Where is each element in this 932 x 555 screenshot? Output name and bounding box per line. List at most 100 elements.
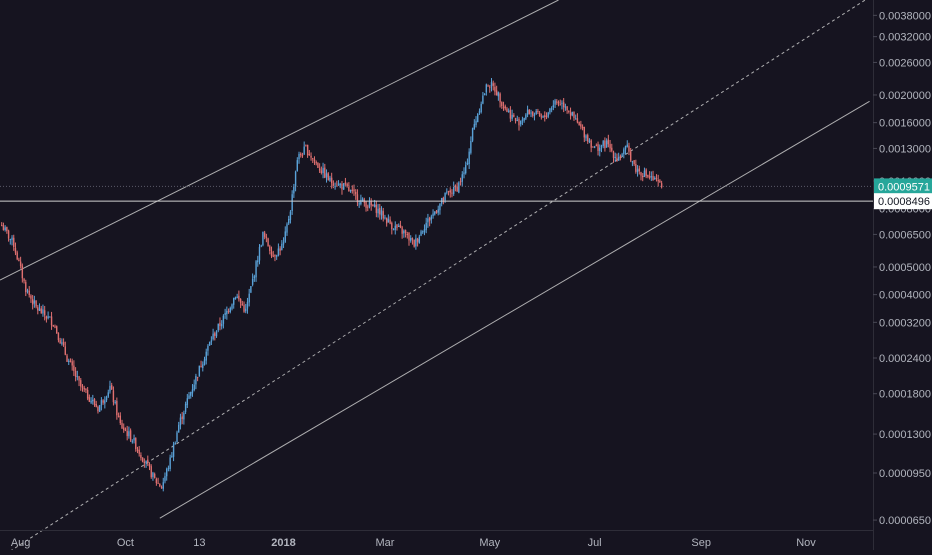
candle[interactable] — [463, 167, 465, 179]
candle[interactable] — [471, 127, 474, 143]
candle[interactable] — [544, 111, 546, 122]
candle[interactable] — [238, 290, 240, 302]
candle[interactable] — [583, 126, 585, 143]
candle[interactable] — [33, 295, 36, 308]
candle[interactable] — [270, 246, 273, 259]
candle[interactable] — [45, 315, 48, 323]
candle[interactable] — [135, 437, 137, 452]
candle[interactable] — [521, 116, 524, 126]
candle[interactable] — [514, 117, 517, 124]
candle[interactable] — [607, 134, 610, 148]
candle[interactable] — [317, 162, 319, 169]
candle[interactable] — [492, 80, 494, 91]
candle[interactable] — [128, 426, 130, 439]
candle[interactable] — [638, 165, 640, 175]
candle[interactable] — [549, 107, 551, 115]
candle[interactable] — [86, 387, 89, 401]
candle[interactable] — [657, 174, 659, 187]
candle[interactable] — [604, 137, 606, 152]
candle[interactable] — [69, 358, 72, 363]
candle[interactable] — [592, 146, 594, 148]
candle[interactable] — [623, 147, 625, 159]
candle[interactable] — [105, 395, 108, 403]
candle[interactable] — [420, 229, 422, 237]
candle[interactable] — [355, 189, 357, 200]
candle[interactable] — [452, 181, 455, 196]
candle[interactable] — [437, 205, 439, 216]
candle[interactable] — [439, 203, 441, 215]
candle[interactable] — [518, 117, 520, 131]
candle[interactable] — [300, 152, 302, 158]
candle[interactable] — [308, 149, 311, 156]
candle[interactable] — [490, 78, 493, 92]
candle[interactable] — [159, 483, 161, 488]
candle[interactable] — [131, 439, 134, 444]
candle[interactable] — [520, 120, 522, 127]
candle[interactable] — [21, 263, 24, 283]
candle[interactable] — [9, 238, 12, 245]
candle[interactable] — [650, 171, 653, 181]
candle[interactable] — [396, 224, 398, 231]
candle[interactable] — [631, 160, 634, 167]
candle[interactable] — [119, 412, 121, 425]
candle[interactable] — [446, 188, 448, 195]
candle[interactable] — [78, 375, 80, 387]
candle[interactable] — [456, 182, 458, 192]
candle[interactable] — [231, 303, 233, 311]
candle[interactable] — [626, 140, 628, 148]
candle[interactable] — [167, 465, 170, 472]
candle[interactable] — [155, 477, 158, 486]
candle[interactable] — [93, 398, 96, 407]
candle[interactable] — [208, 341, 211, 346]
candle[interactable] — [535, 109, 537, 115]
candle[interactable] — [212, 328, 214, 341]
candle[interactable] — [85, 388, 87, 394]
candle[interactable] — [133, 434, 135, 444]
candle[interactable] — [497, 91, 500, 101]
candle[interactable] — [513, 113, 515, 118]
candle[interactable] — [415, 234, 417, 250]
candle[interactable] — [574, 114, 577, 120]
candle[interactable] — [296, 157, 299, 172]
candle[interactable] — [52, 324, 54, 328]
candle[interactable] — [176, 430, 178, 443]
candle[interactable] — [312, 157, 314, 164]
level-line-group[interactable] — [0, 185, 873, 202]
candle[interactable] — [293, 183, 295, 198]
candle[interactable] — [528, 108, 530, 115]
candle[interactable] — [621, 152, 623, 157]
candle[interactable] — [475, 116, 477, 128]
candle[interactable] — [502, 101, 505, 111]
candle[interactable] — [11, 235, 13, 246]
candle[interactable] — [569, 107, 572, 120]
candle[interactable] — [107, 389, 109, 398]
candle[interactable] — [272, 250, 274, 258]
candle[interactable] — [422, 230, 424, 235]
candle[interactable] — [56, 325, 58, 334]
candle[interactable] — [81, 384, 84, 392]
candle[interactable] — [612, 150, 615, 163]
candle[interactable] — [68, 358, 70, 366]
candle[interactable] — [171, 452, 173, 458]
candle[interactable] — [363, 197, 366, 207]
candle[interactable] — [97, 405, 99, 414]
candle[interactable] — [466, 158, 469, 166]
candle[interactable] — [195, 373, 197, 390]
channel-line-solid[interactable] — [159, 100, 870, 519]
candle[interactable] — [203, 356, 206, 366]
candle[interactable] — [179, 413, 182, 430]
candle[interactable] — [495, 85, 498, 96]
candle[interactable] — [523, 117, 525, 123]
candle[interactable] — [191, 384, 194, 397]
candle[interactable] — [576, 113, 579, 124]
candle[interactable] — [40, 305, 42, 314]
candle[interactable] — [66, 353, 68, 362]
candle[interactable] — [111, 382, 113, 390]
candle[interactable] — [533, 112, 536, 121]
candle[interactable] — [494, 82, 496, 96]
candle[interactable] — [109, 380, 111, 394]
candle[interactable] — [169, 454, 171, 472]
candle[interactable] — [423, 224, 426, 236]
candle[interactable] — [413, 239, 415, 248]
